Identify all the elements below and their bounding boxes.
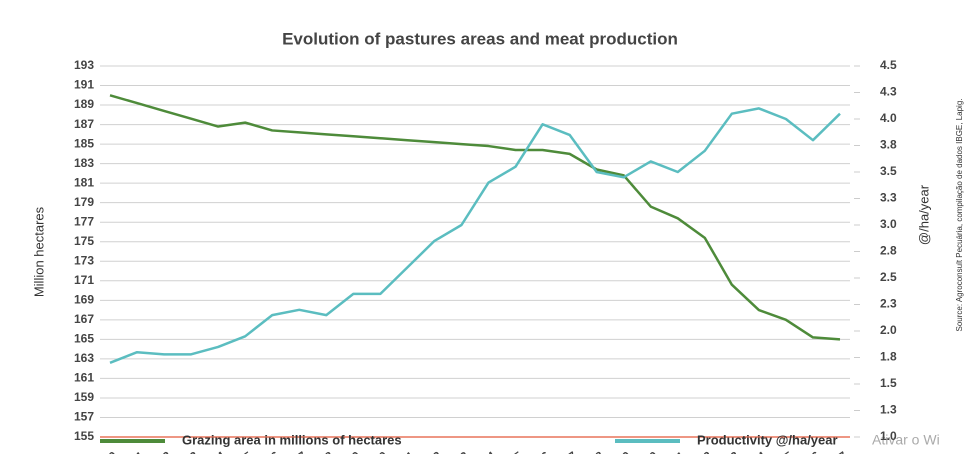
y-tick-label: 173 [74, 253, 94, 267]
data-line [109, 107, 841, 364]
y-tick-label: 193 [74, 58, 94, 72]
y-tick-label: 177 [74, 214, 94, 228]
y2-tick-label: 2.8 [880, 244, 897, 258]
y-tick-label: 189 [74, 97, 94, 111]
y-tick-label: 183 [74, 156, 94, 170]
y-tick-label: 167 [74, 312, 94, 326]
y2-tick-label: 3.5 [880, 164, 897, 178]
y-tick-label: 181 [74, 175, 94, 189]
y2-tick-label: 2.5 [880, 270, 897, 284]
y2-tick-label: 3.0 [880, 217, 897, 231]
source: Source: Agroconsult Pecuária, compilação… [955, 98, 964, 331]
y2-axis-label: @/ha/year [916, 184, 931, 245]
y-tick-label: 179 [74, 195, 94, 209]
y2-tick-label: 1.3 [880, 403, 897, 417]
y-tick-label: 159 [74, 390, 94, 404]
y2-tick-label: 2.0 [880, 323, 897, 337]
legend-label: Productivity @/ha/year [697, 432, 838, 447]
y2-tick-label: 1.8 [880, 350, 897, 364]
y2-tick-label: 4.5 [880, 58, 897, 72]
y2-tick-label: 3.3 [880, 191, 897, 205]
y2-tick-label: 4.0 [880, 111, 897, 125]
y-tick-label: 165 [74, 332, 94, 346]
legend-label: Grazing area in millions of hectares [182, 432, 402, 447]
y-tick-label: 171 [74, 273, 94, 287]
y-tick-label: 187 [74, 117, 94, 131]
y2-tick-label: 1.0 [880, 429, 897, 443]
y-tick-label: 157 [74, 410, 94, 424]
y2-tick-label: 3.8 [880, 138, 897, 152]
y2-tick-label: 1.5 [880, 376, 897, 390]
y-tick-label: 163 [74, 351, 94, 365]
y2-tick-label: 2.3 [880, 297, 897, 311]
y-axis-label: Million hectares [31, 206, 46, 297]
y-tick-label: 169 [74, 292, 94, 306]
chart-title: Evolution of pastures areas and meat pro… [282, 29, 678, 48]
data-line [109, 94, 841, 341]
watermark: Ativar o Wi [872, 432, 940, 448]
y-tick-label: 161 [74, 371, 94, 385]
y-tick-label: 191 [74, 78, 94, 92]
y-tick-label: 185 [74, 136, 94, 150]
y2-tick-label: 4.3 [880, 85, 897, 99]
y-tick-label: 175 [74, 234, 94, 248]
y-tick-label: 155 [74, 429, 94, 443]
